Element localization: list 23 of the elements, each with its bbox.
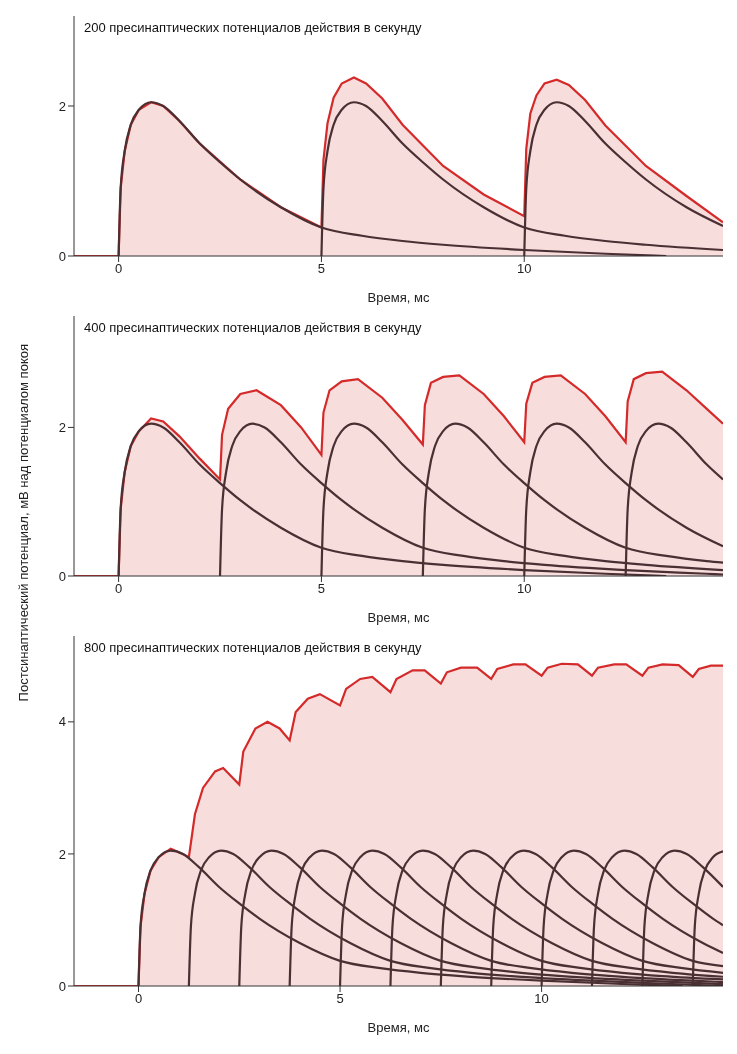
y-tick-label: 0 xyxy=(58,978,66,994)
y-axis-title: Постсинаптический потенциал, мВ над потенциалом покоя xyxy=(15,344,31,702)
y-tick-label: 4 xyxy=(58,714,66,730)
y-tick-label: 0 xyxy=(58,248,66,264)
y-tick-label: 2 xyxy=(58,846,66,862)
x-tick-label: 10 xyxy=(517,261,532,277)
x-tick-label: 10 xyxy=(534,991,549,1007)
x-tick-label: 0 xyxy=(115,261,123,277)
x-tick-label: 5 xyxy=(317,261,326,277)
x-axis-title: Время, мс xyxy=(367,290,430,305)
chart-title: 400 пресинаптических потенциалов действия в секунду xyxy=(84,320,422,335)
y-tick-label: 2 xyxy=(58,420,66,436)
y-tick-label: 0 xyxy=(58,568,66,584)
x-tick-label: 5 xyxy=(336,991,344,1007)
x-axis-title: Время, мс xyxy=(367,610,430,625)
x-tick-label: 5 xyxy=(317,581,326,597)
y-tick-label: 2 xyxy=(58,98,66,114)
chart-title: 800 пресинаптических потенциалов действия в секунду xyxy=(84,640,422,655)
chart-title: 200 пресинаптических потенциалов действия в секунду xyxy=(84,20,422,35)
x-tick-label: 0 xyxy=(115,581,123,597)
x-tick-label: 10 xyxy=(517,581,532,597)
x-tick-label: 0 xyxy=(134,991,143,1007)
x-axis-title: Время, мс xyxy=(367,1020,430,1035)
